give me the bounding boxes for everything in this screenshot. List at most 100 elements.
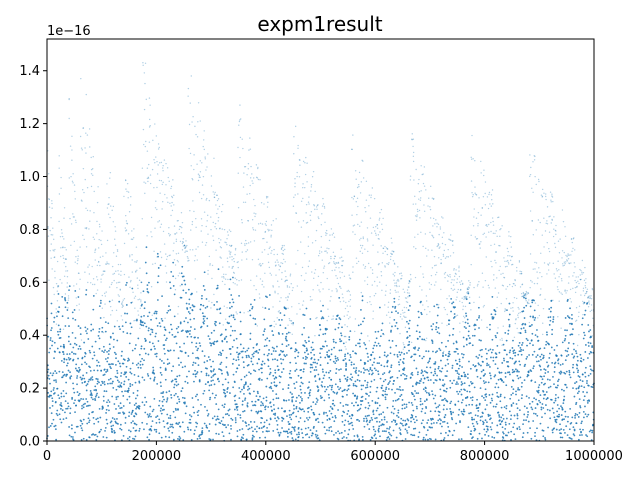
scatter-point — [415, 203, 417, 205]
scatter-point — [352, 350, 354, 353]
scatter-point — [122, 395, 125, 397]
scatter-point — [187, 257, 189, 259]
scatter-point — [396, 376, 399, 379]
scatter-point — [119, 402, 122, 405]
scatter-point — [399, 332, 401, 335]
scatter-point — [254, 428, 256, 431]
scatter-point — [63, 275, 66, 277]
scatter-point — [55, 312, 58, 314]
scatter-point — [215, 432, 218, 435]
scatter-point — [348, 274, 350, 276]
scatter-point — [151, 342, 154, 345]
scatter-point — [263, 318, 266, 321]
scatter-point — [352, 231, 354, 233]
scatter-point — [62, 390, 65, 392]
scatter-point — [402, 419, 405, 422]
scatter-point — [74, 353, 77, 355]
scatter-point — [112, 332, 114, 335]
scatter-point — [212, 235, 214, 237]
scatter-point — [168, 232, 170, 235]
scatter-point — [448, 295, 450, 297]
scatter-point — [287, 421, 290, 423]
scatter-point — [304, 392, 306, 394]
scatter-point — [465, 315, 468, 317]
scatter-point — [115, 408, 117, 410]
scatter-point — [461, 366, 463, 368]
scatter-point — [198, 176, 201, 178]
scatter-point — [304, 355, 307, 358]
scatter-point — [191, 352, 194, 355]
scatter-point — [435, 328, 437, 331]
scatter-point — [103, 270, 105, 272]
scatter-point — [209, 263, 211, 265]
scatter-point — [314, 433, 317, 436]
scatter-point — [160, 161, 163, 164]
scatter-point — [341, 293, 344, 295]
scatter-point — [414, 398, 416, 401]
scatter-point — [420, 372, 423, 375]
scatter-point — [423, 308, 426, 311]
scatter-point — [404, 419, 407, 422]
scatter-point — [447, 319, 450, 322]
scatter-point — [287, 307, 289, 310]
scatter-point — [173, 259, 176, 261]
scatter-point — [364, 362, 367, 365]
scatter-point — [160, 392, 163, 395]
scatter-point — [434, 351, 437, 354]
scatter-point — [418, 331, 421, 334]
scatter-point — [231, 345, 234, 348]
scatter-point — [56, 260, 59, 263]
scatter-point — [255, 176, 258, 179]
scatter-point — [471, 134, 473, 137]
scatter-point — [271, 346, 274, 349]
scatter-point — [327, 308, 329, 310]
scatter-point — [446, 400, 448, 403]
scatter-point — [232, 276, 234, 279]
scatter-point — [337, 430, 339, 433]
scatter-point — [290, 322, 293, 325]
scatter-point — [539, 271, 541, 274]
scatter-point — [323, 207, 326, 209]
scatter-point — [402, 357, 405, 360]
scatter-point — [294, 426, 296, 428]
scatter-point — [166, 197, 168, 199]
scatter-point — [416, 373, 419, 376]
scatter-point — [66, 309, 69, 311]
scatter-point — [537, 391, 540, 394]
scatter-point — [404, 297, 407, 299]
scatter-point — [249, 392, 252, 395]
scatter-point — [369, 217, 372, 219]
scatter-point — [499, 265, 501, 268]
scatter-point — [150, 231, 152, 233]
scatter-point — [478, 339, 481, 341]
scatter-point — [285, 296, 287, 299]
scatter-point — [492, 203, 494, 205]
scatter-point — [527, 292, 529, 294]
scatter-segment — [528, 154, 595, 442]
scatter-point — [91, 357, 94, 360]
scatter-point — [260, 265, 262, 267]
scatter-point — [229, 252, 231, 254]
scatter-point — [281, 333, 284, 335]
scatter-point — [76, 369, 78, 372]
scatter-point — [517, 344, 520, 347]
scatter-point — [114, 244, 117, 246]
scatter-point — [301, 397, 303, 400]
scatter-point — [202, 304, 205, 307]
scatter-point — [392, 250, 395, 253]
scatter-point — [359, 407, 362, 410]
scatter-point — [355, 201, 357, 203]
scatter-point — [394, 421, 397, 423]
scatter-point — [400, 351, 403, 354]
scatter-point — [421, 403, 424, 405]
scatter-point — [148, 433, 151, 436]
scatter-point — [501, 426, 504, 429]
scatter-point — [334, 328, 337, 331]
scatter-point — [173, 349, 175, 352]
scatter-point — [206, 305, 209, 308]
scatter-point — [436, 303, 438, 306]
scatter-point — [111, 299, 114, 301]
scatter-point — [71, 180, 74, 182]
scatter-point — [348, 415, 351, 418]
scatter-point — [323, 426, 326, 429]
